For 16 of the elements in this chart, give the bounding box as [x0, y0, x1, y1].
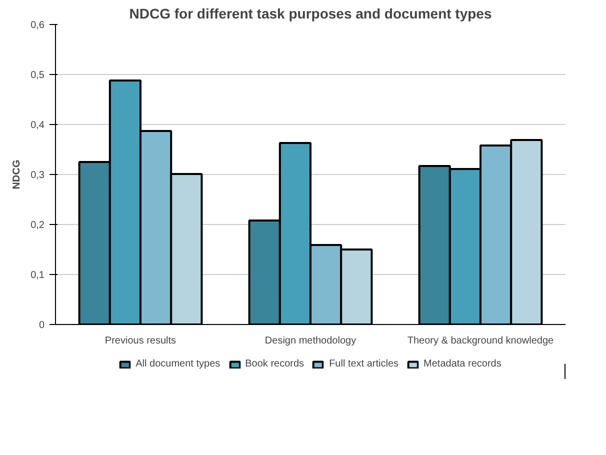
legend-label: Book records	[245, 358, 304, 370]
legend-label: All document types	[136, 358, 220, 370]
y-tick-label: 0	[38, 320, 45, 331]
y-tick-label: 0,2	[30, 220, 45, 231]
y-tick-label: 0,3	[30, 170, 45, 181]
y-axis-title: NDCG	[12, 160, 23, 190]
chart-title: NDCG for different task purposes and document types	[129, 6, 492, 22]
x-tick-label: Previous results	[104, 336, 176, 346]
legend-label: Metadata records	[424, 358, 502, 370]
x-tick-label: Design methodology	[264, 336, 356, 346]
y-tick-label: 0,6	[30, 20, 45, 31]
y-tick-label: 0,5	[30, 70, 45, 81]
y-tick-label: 0,1	[30, 270, 45, 281]
x-tick-label: Theory & background knowledge	[407, 336, 554, 346]
y-tick-label: 0,4	[30, 120, 45, 131]
legend-label: Full text articles	[329, 358, 399, 370]
